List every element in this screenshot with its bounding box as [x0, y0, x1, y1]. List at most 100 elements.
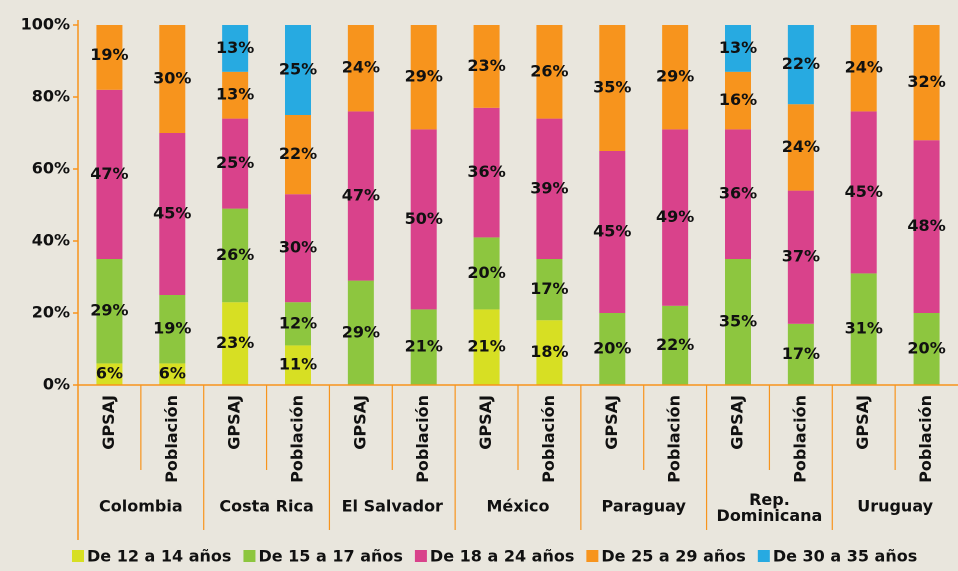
y-tick-label: 0%: [43, 375, 70, 394]
bar-segment: [410, 129, 437, 310]
x-tick-label: Población: [413, 395, 432, 483]
value-label: 17%: [530, 279, 568, 298]
legend-label: De 25 a 29 años: [601, 547, 745, 566]
bar-segment: [725, 71, 751, 130]
legend-label: De 18 a 24 años: [430, 547, 574, 566]
legend-swatch: [72, 550, 84, 562]
value-label: 20%: [907, 339, 945, 358]
x-tick-label: Población: [162, 395, 181, 483]
bar-segment: [536, 118, 563, 259]
value-label: 22%: [656, 335, 694, 354]
bar-segment: [662, 305, 689, 385]
value-label: 6%: [96, 364, 123, 383]
value-label: 6%: [159, 364, 186, 383]
value-label: 48%: [907, 216, 945, 235]
bar-segment: [662, 129, 689, 306]
value-label: 20%: [467, 263, 505, 282]
x-tick-label: Población: [539, 395, 558, 483]
bar-segment: [536, 25, 563, 119]
value-label: 29%: [405, 67, 443, 86]
group-label: Rep. Dominicana: [717, 490, 823, 525]
x-tick-label: Población: [790, 395, 809, 483]
legend-swatch: [414, 550, 427, 562]
x-tick-label: GPSAJ: [350, 395, 369, 450]
value-label: 50%: [405, 209, 443, 228]
legend-swatch: [243, 550, 256, 562]
value-label: 22%: [279, 144, 317, 163]
bar-segment: [222, 118, 249, 209]
value-label: 30%: [279, 238, 317, 257]
x-tick-label: GPSAJ: [602, 395, 621, 450]
value-label: 25%: [216, 153, 254, 172]
bar-segment: [787, 323, 814, 385]
legend-swatch: [757, 550, 770, 562]
bar-segment: [536, 259, 563, 321]
bar-segment: [285, 345, 311, 385]
bar-segment: [159, 133, 186, 295]
bar-segment: [850, 25, 877, 112]
value-label: 32%: [907, 72, 945, 91]
y-tick-label: 60%: [32, 159, 70, 178]
bar-segment: [159, 295, 186, 364]
value-label: 47%: [342, 186, 380, 205]
x-tick-label: GPSAJ: [99, 395, 118, 450]
group-label: México: [486, 497, 549, 516]
value-label: 26%: [530, 61, 568, 80]
value-label: 29%: [90, 301, 128, 320]
value-label: 29%: [342, 322, 380, 341]
x-tick-label: GPSAJ: [476, 395, 495, 450]
bar-segment: [473, 309, 500, 385]
legend-swatch: [586, 550, 599, 562]
bar-segment: [347, 25, 374, 112]
legend-label: De 30 a 35 años: [773, 547, 917, 566]
value-label: 12%: [279, 313, 317, 332]
x-tick-label: GPSAJ: [853, 395, 872, 450]
bar-segment: [787, 25, 814, 105]
value-label: 17%: [782, 344, 820, 363]
value-label: 24%: [845, 58, 883, 77]
bar-segment: [222, 302, 249, 385]
bar-segment: [285, 302, 311, 346]
bar-segment: [662, 25, 689, 130]
value-label: 23%: [467, 56, 505, 75]
bar-segment: [347, 111, 374, 281]
value-label: 22%: [782, 54, 820, 73]
value-label: 47%: [90, 164, 128, 183]
value-label: 13%: [216, 38, 254, 57]
bar-segment: [725, 129, 751, 259]
group-label: Costa Rica: [219, 497, 313, 516]
bar-segment: [536, 320, 563, 385]
group-label: Colombia: [99, 497, 183, 516]
value-label: 13%: [216, 85, 254, 104]
x-tick-label: GPSAJ: [728, 395, 747, 450]
bar-segment: [410, 309, 437, 385]
value-label: 45%: [845, 182, 883, 201]
bar-segment: [850, 111, 877, 274]
bar-segment: [285, 25, 311, 115]
bar-segment: [473, 25, 500, 108]
value-label: 23%: [216, 333, 254, 352]
bar-segment: [913, 313, 940, 385]
bar-segment: [96, 25, 123, 90]
x-tick-label: Población: [916, 395, 935, 483]
value-label: 19%: [90, 45, 128, 64]
group-label: El Salvador: [342, 497, 443, 516]
value-label: 29%: [656, 67, 694, 86]
value-label: 11%: [279, 355, 317, 374]
bar-segment: [96, 363, 123, 385]
value-label: 36%: [467, 162, 505, 181]
bar-segment: [725, 25, 751, 72]
value-label: 18%: [530, 342, 568, 361]
bar-segment: [285, 194, 311, 303]
legend-label: De 12 a 14 años: [87, 547, 231, 566]
value-label: 26%: [216, 245, 254, 264]
value-label: 35%: [719, 312, 757, 331]
y-tick-label: 80%: [32, 87, 70, 106]
value-label: 49%: [656, 207, 694, 226]
bar-segment: [725, 259, 751, 385]
value-label: 13%: [719, 38, 757, 57]
value-label: 37%: [782, 247, 820, 266]
y-tick-label: 20%: [32, 303, 70, 322]
value-label: 19%: [153, 319, 191, 338]
